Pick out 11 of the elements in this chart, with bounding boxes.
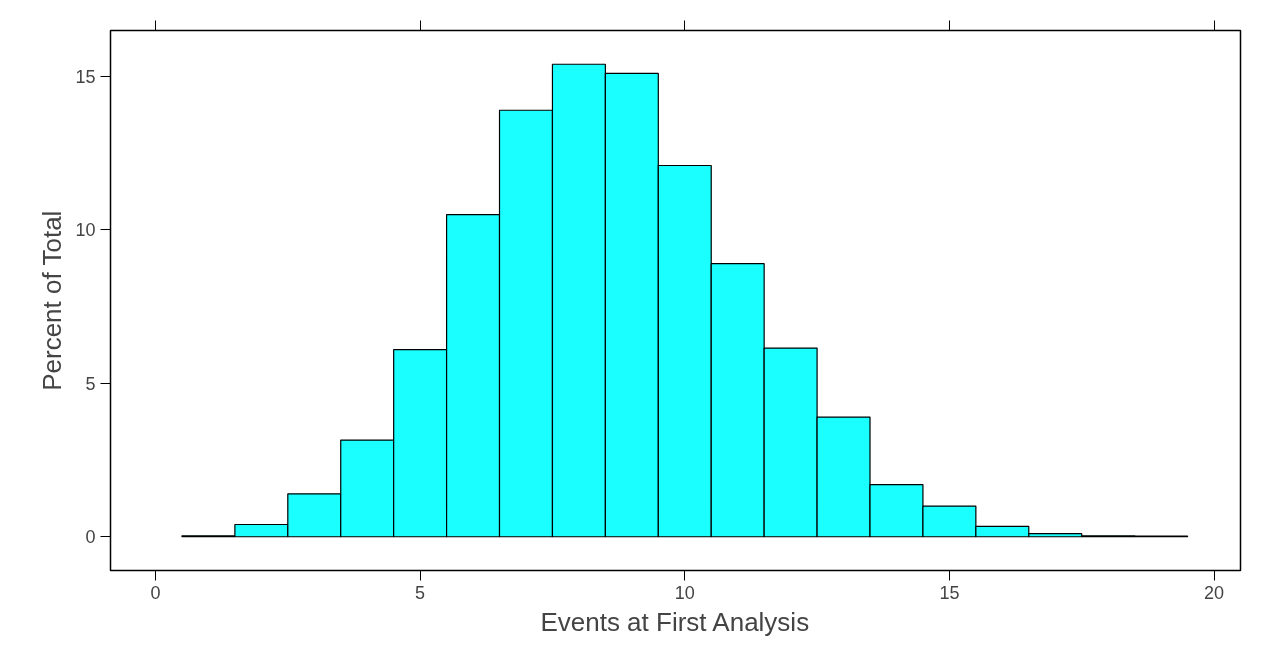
x-tick-label: 5 xyxy=(415,582,426,603)
x-tick-label: 15 xyxy=(939,582,960,603)
y-axis-title: Percent of Total xyxy=(37,210,68,391)
x-tick-label: 0 xyxy=(150,582,161,603)
y-tick-label: 15 xyxy=(75,67,96,88)
y-tick-label: 10 xyxy=(75,220,96,241)
y-tick-label: 0 xyxy=(85,527,96,548)
y-tick-label: 5 xyxy=(85,373,96,394)
x-tick-label: 10 xyxy=(674,582,695,603)
x-axis-title: Events at First Analysis xyxy=(540,606,810,637)
x-tick-label: 20 xyxy=(1204,582,1225,603)
